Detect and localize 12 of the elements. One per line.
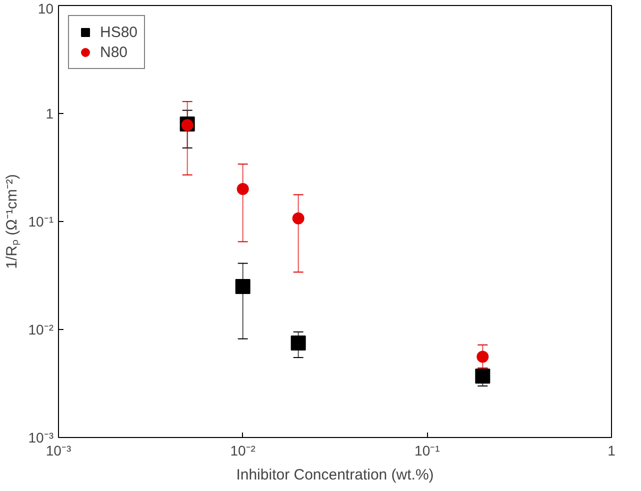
y-tick-label: 1 (46, 106, 54, 122)
y-tick-label: 10⁻³ (28, 430, 54, 446)
y-tick-label: 10⁻² (28, 322, 54, 338)
legend-label: HS80 (100, 24, 138, 40)
x-tick-label: 1 (608, 442, 616, 458)
x-axis-title: Inhibitor Concentration (wt.%) (236, 466, 434, 484)
legend-label: N80 (100, 44, 128, 60)
y-tick-label: 10⁻¹ (28, 214, 54, 230)
x-tick-label: 10⁻¹ (414, 442, 440, 458)
y-axis-title: 1/Rₚ (Ω⁻¹cm⁻²) (3, 174, 20, 269)
y-tick-label: 10 (38, 0, 54, 16)
x-tick-label: 10⁻² (230, 442, 256, 458)
